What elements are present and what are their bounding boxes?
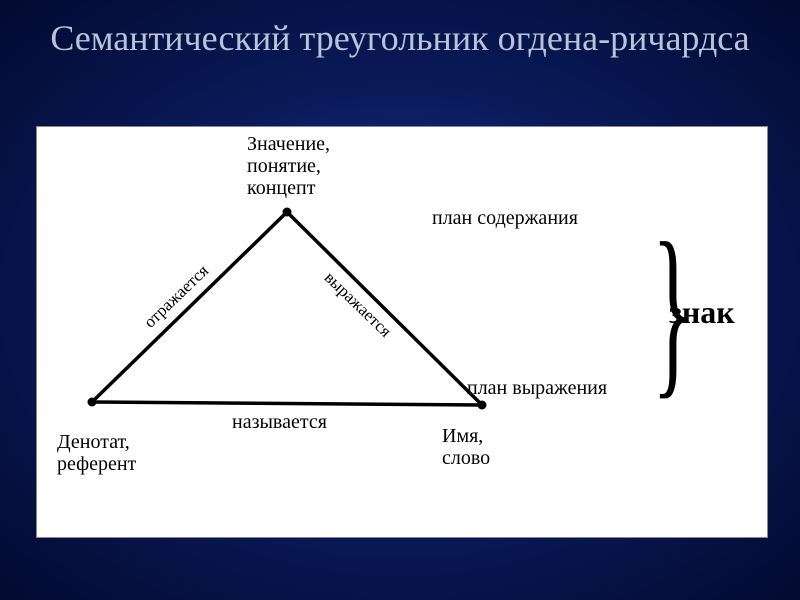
- edge-label-called: называется: [232, 411, 327, 434]
- slide: Семантический треугольник огдена-ричардс…: [0, 0, 800, 600]
- label-left-vertex: Денотат, референт: [57, 431, 136, 475]
- vertex-left: [88, 398, 97, 407]
- slide-title: Семантический треугольник огдена-ричардс…: [0, 0, 800, 59]
- label-right-vertex: Имя, слово: [442, 425, 490, 469]
- vertex-right: [478, 401, 487, 410]
- edge-left-right: [92, 402, 482, 405]
- label-plane-content: план содержания: [432, 207, 578, 229]
- label-plane-expression: план выражения: [467, 377, 607, 399]
- edge-top-right: [287, 212, 482, 405]
- diagram-container: Значение, понятие, концепт Денотат, рефе…: [36, 126, 768, 538]
- edge-top-left: [92, 212, 287, 402]
- label-top-vertex: Значение, понятие, концепт: [247, 133, 330, 199]
- vertex-top: [283, 208, 292, 217]
- label-sign: знак: [669, 295, 735, 330]
